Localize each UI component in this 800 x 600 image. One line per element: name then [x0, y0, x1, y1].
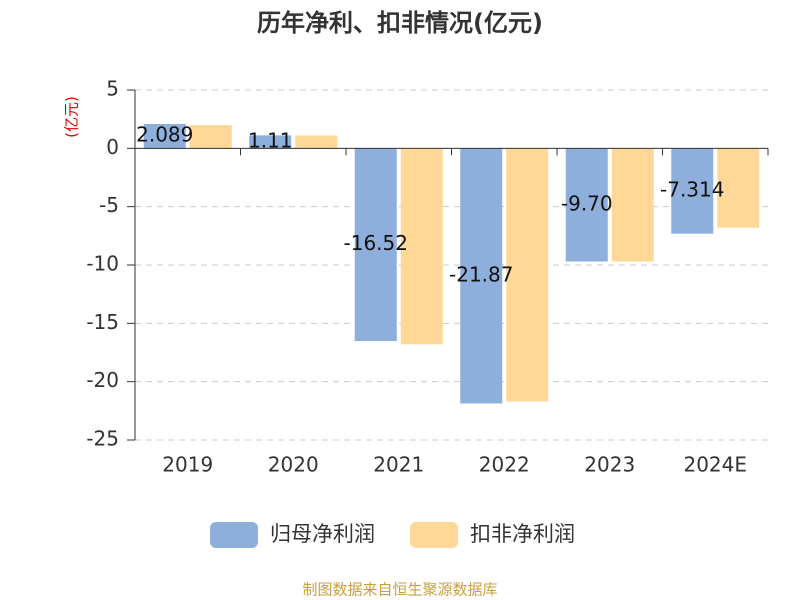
data-label: -16.52 — [344, 231, 408, 255]
bar — [565, 148, 608, 262]
y-tick-label: -20 — [86, 368, 119, 392]
bar — [189, 125, 232, 149]
y-tick-label: -10 — [86, 252, 119, 276]
bar — [671, 148, 714, 234]
y-tick-label: 5 — [106, 77, 119, 101]
legend-swatch — [210, 522, 258, 548]
bar — [143, 123, 186, 149]
x-tick-label: 2021 — [373, 453, 424, 477]
data-label: -21.87 — [449, 262, 513, 286]
data-label: -7.314 — [660, 177, 724, 201]
bar — [249, 135, 292, 149]
data-label: 1.11 — [248, 128, 293, 152]
source-note: 制图数据来自恒生聚源数据库 — [302, 581, 497, 599]
x-tick-label: 2022 — [479, 453, 530, 477]
y-tick-label: -5 — [99, 193, 119, 217]
x-tick-label: 2024E — [683, 453, 747, 477]
x-tick-label: 2020 — [268, 453, 319, 477]
bar — [354, 148, 397, 342]
data-label: -9.70 — [561, 191, 613, 215]
chart-title: 历年净利、扣非情况(亿元) — [257, 9, 543, 37]
y-tick-label: -25 — [86, 427, 119, 451]
x-tick-label: 2023 — [584, 453, 635, 477]
bar — [295, 135, 338, 149]
bar — [400, 148, 443, 345]
bar — [611, 148, 654, 262]
bar — [506, 148, 549, 402]
bar — [460, 148, 503, 404]
data-label: 2.089 — [136, 123, 193, 147]
x-tick-label: 2019 — [162, 453, 213, 477]
y-axis-label: (亿元) — [63, 96, 81, 138]
legend-label: 归母净利润 — [270, 522, 375, 546]
y-tick-label: -15 — [86, 310, 119, 334]
legend-label: 扣非净利润 — [470, 522, 575, 546]
legend-swatch — [410, 522, 458, 548]
bar — [717, 148, 760, 228]
y-tick-label: 0 — [106, 135, 119, 159]
